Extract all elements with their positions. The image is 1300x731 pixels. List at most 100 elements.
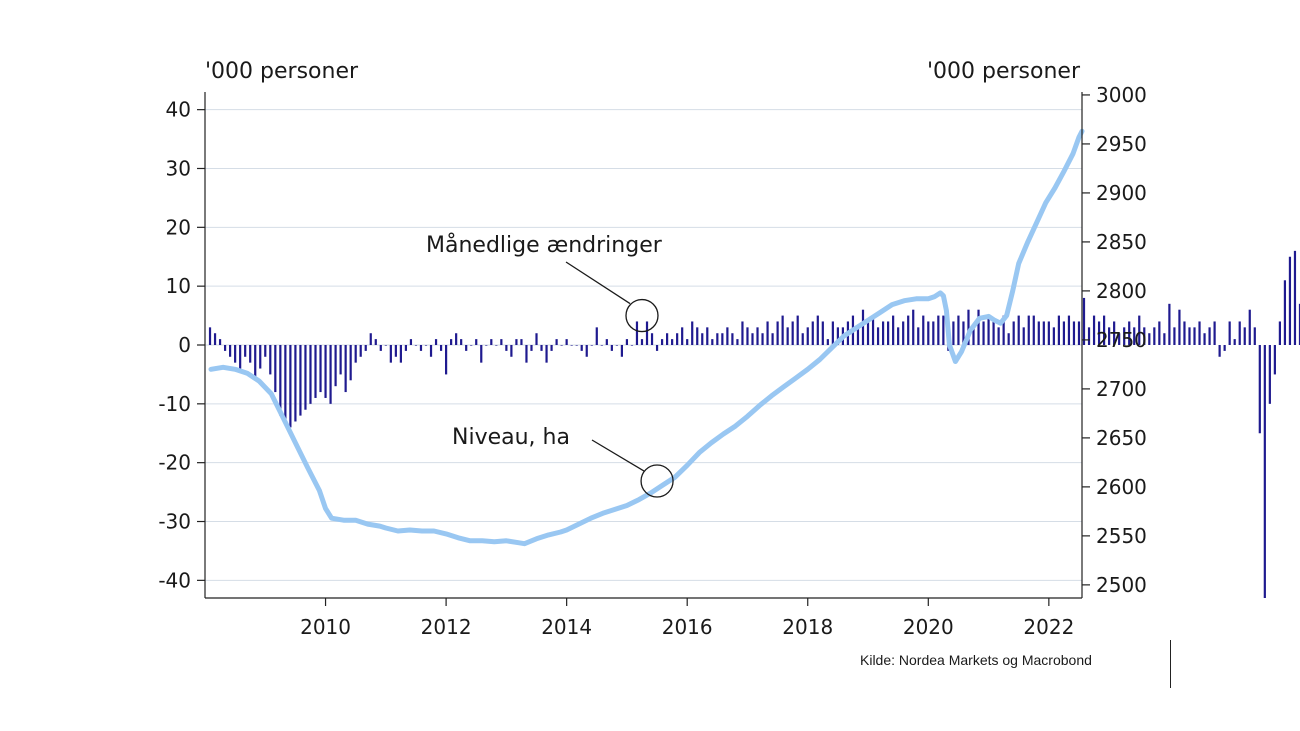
bar	[480, 345, 483, 363]
x-tick-label: 2020	[903, 615, 954, 639]
bar	[1243, 327, 1246, 345]
bar	[907, 315, 910, 345]
bar	[419, 345, 423, 351]
bar	[1158, 321, 1161, 345]
bar	[982, 321, 985, 345]
bar	[640, 339, 644, 345]
bar	[1248, 309, 1251, 345]
x-tick-label: 2014	[541, 615, 592, 639]
bar	[565, 339, 568, 345]
bar	[314, 345, 317, 398]
bar	[525, 345, 528, 363]
bar	[1218, 345, 1221, 357]
bar	[590, 345, 593, 346]
bar	[450, 339, 453, 345]
bar	[434, 339, 438, 345]
bar	[1057, 315, 1060, 345]
bar	[495, 345, 498, 346]
bar	[660, 339, 664, 345]
bar	[1087, 327, 1091, 345]
bar	[580, 345, 583, 351]
bar	[279, 345, 282, 416]
bar	[444, 345, 448, 375]
bar	[1097, 321, 1101, 345]
bar	[902, 321, 905, 345]
bar	[555, 339, 558, 345]
monthly-change-bars	[208, 250, 1300, 598]
bar	[1062, 321, 1066, 345]
right-tick-label: 2750	[1096, 328, 1147, 352]
bar	[992, 321, 995, 345]
bar	[861, 309, 865, 345]
left-tick-label: 40	[166, 98, 191, 122]
bar	[570, 345, 573, 346]
bar	[1017, 315, 1020, 345]
bar	[1288, 256, 1292, 345]
bar	[485, 345, 488, 346]
bar	[1108, 327, 1111, 345]
bar	[1213, 321, 1216, 345]
bar	[625, 339, 629, 345]
right-tick-label: 2600	[1096, 475, 1147, 499]
bar	[1228, 321, 1231, 345]
bar	[274, 345, 277, 393]
bar	[897, 327, 900, 345]
bar	[761, 333, 764, 345]
bar	[791, 321, 794, 345]
bar	[1183, 321, 1186, 345]
bar	[208, 327, 212, 345]
bar	[671, 339, 674, 345]
bar	[319, 345, 322, 393]
bar	[650, 333, 654, 345]
bar	[259, 345, 262, 369]
left-tick-label: 30	[166, 156, 191, 180]
bar	[776, 321, 779, 345]
left-tick-label: 0	[178, 333, 191, 357]
right-tick-label: 2500	[1096, 573, 1147, 597]
right-tick-label: 2800	[1096, 279, 1147, 303]
bar	[560, 345, 563, 346]
bar	[912, 309, 915, 345]
bar	[1037, 321, 1040, 345]
bar	[756, 327, 759, 345]
bar	[1007, 333, 1010, 345]
bar	[414, 345, 418, 346]
bar	[696, 327, 699, 345]
bar	[455, 333, 458, 345]
bar	[932, 321, 935, 345]
left-tick-label: 20	[166, 215, 191, 239]
bar	[821, 321, 824, 345]
bar	[1143, 327, 1146, 345]
x-tick-label: 2012	[421, 615, 472, 639]
bar	[600, 345, 603, 346]
bar	[249, 345, 252, 363]
bar	[239, 345, 242, 369]
left-tick-label: -40	[158, 568, 191, 592]
bar	[736, 339, 739, 345]
bar	[1022, 327, 1025, 345]
level-line-group	[208, 128, 1085, 547]
bar	[284, 345, 287, 422]
x-tick-label: 2016	[662, 615, 713, 639]
bar	[384, 345, 387, 346]
bar	[751, 333, 754, 345]
bar	[806, 327, 809, 345]
bar	[781, 315, 784, 345]
bar	[605, 339, 608, 345]
bar	[887, 321, 890, 345]
right-tick-label: 2550	[1096, 524, 1147, 548]
bar	[354, 345, 357, 363]
bar	[289, 345, 292, 428]
right-tick-label: 3000	[1096, 83, 1147, 107]
bar	[399, 345, 402, 363]
bar	[244, 345, 247, 357]
bar	[309, 345, 312, 404]
left-tick-label: 10	[166, 274, 191, 298]
annotation-leader-bars	[565, 261, 631, 305]
bar	[389, 345, 392, 363]
annotation-leader-line	[591, 439, 645, 472]
bar	[540, 345, 543, 351]
bar	[1168, 303, 1171, 345]
bar	[379, 345, 382, 351]
bar	[1178, 309, 1181, 345]
